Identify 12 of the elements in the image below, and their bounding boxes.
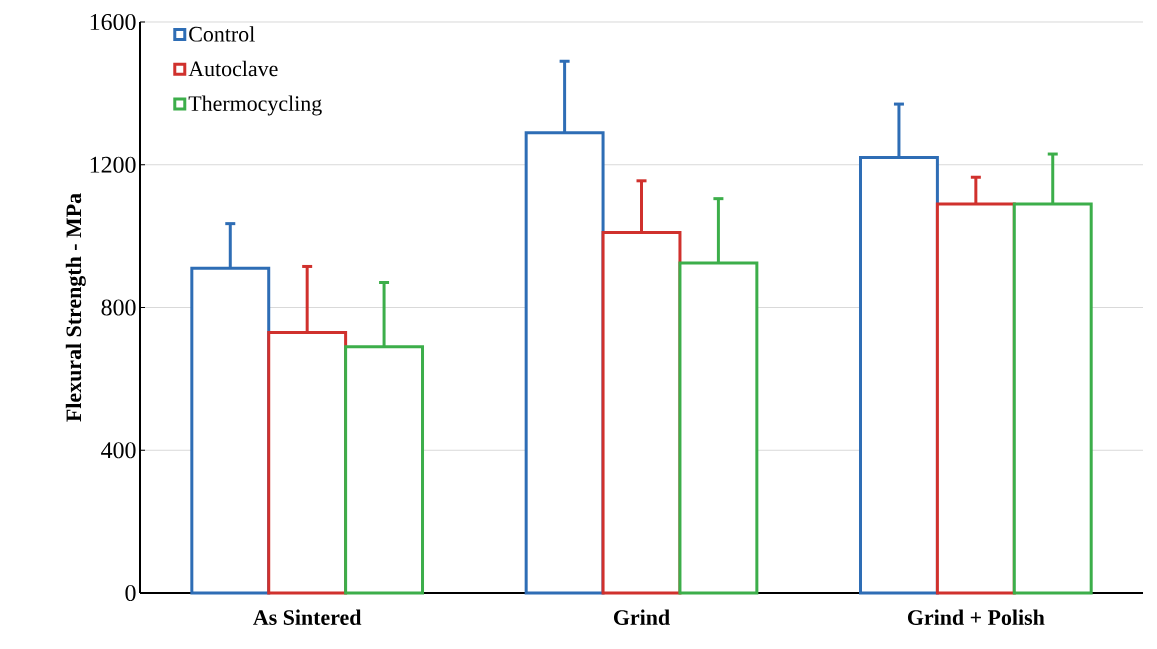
y-axis-title: Flexural Strength - MPa	[65, 193, 86, 422]
y-tick-label: 400	[101, 442, 136, 459]
x-tick-label: Grind + Polish	[907, 609, 1045, 625]
legend-label: Control	[189, 26, 255, 42]
y-tick-label: 1600	[90, 13, 136, 31]
legend-label: Thermocycling	[188, 95, 322, 116]
x-tick-label: Grind	[613, 609, 670, 625]
y-tick-label: 0	[125, 584, 136, 602]
y-tick-label: 1200	[90, 156, 136, 173]
legend-label: Autoclave	[188, 60, 278, 77]
x-tick-label: As Sintered	[253, 609, 362, 625]
y-tick-label: 800	[101, 299, 136, 316]
